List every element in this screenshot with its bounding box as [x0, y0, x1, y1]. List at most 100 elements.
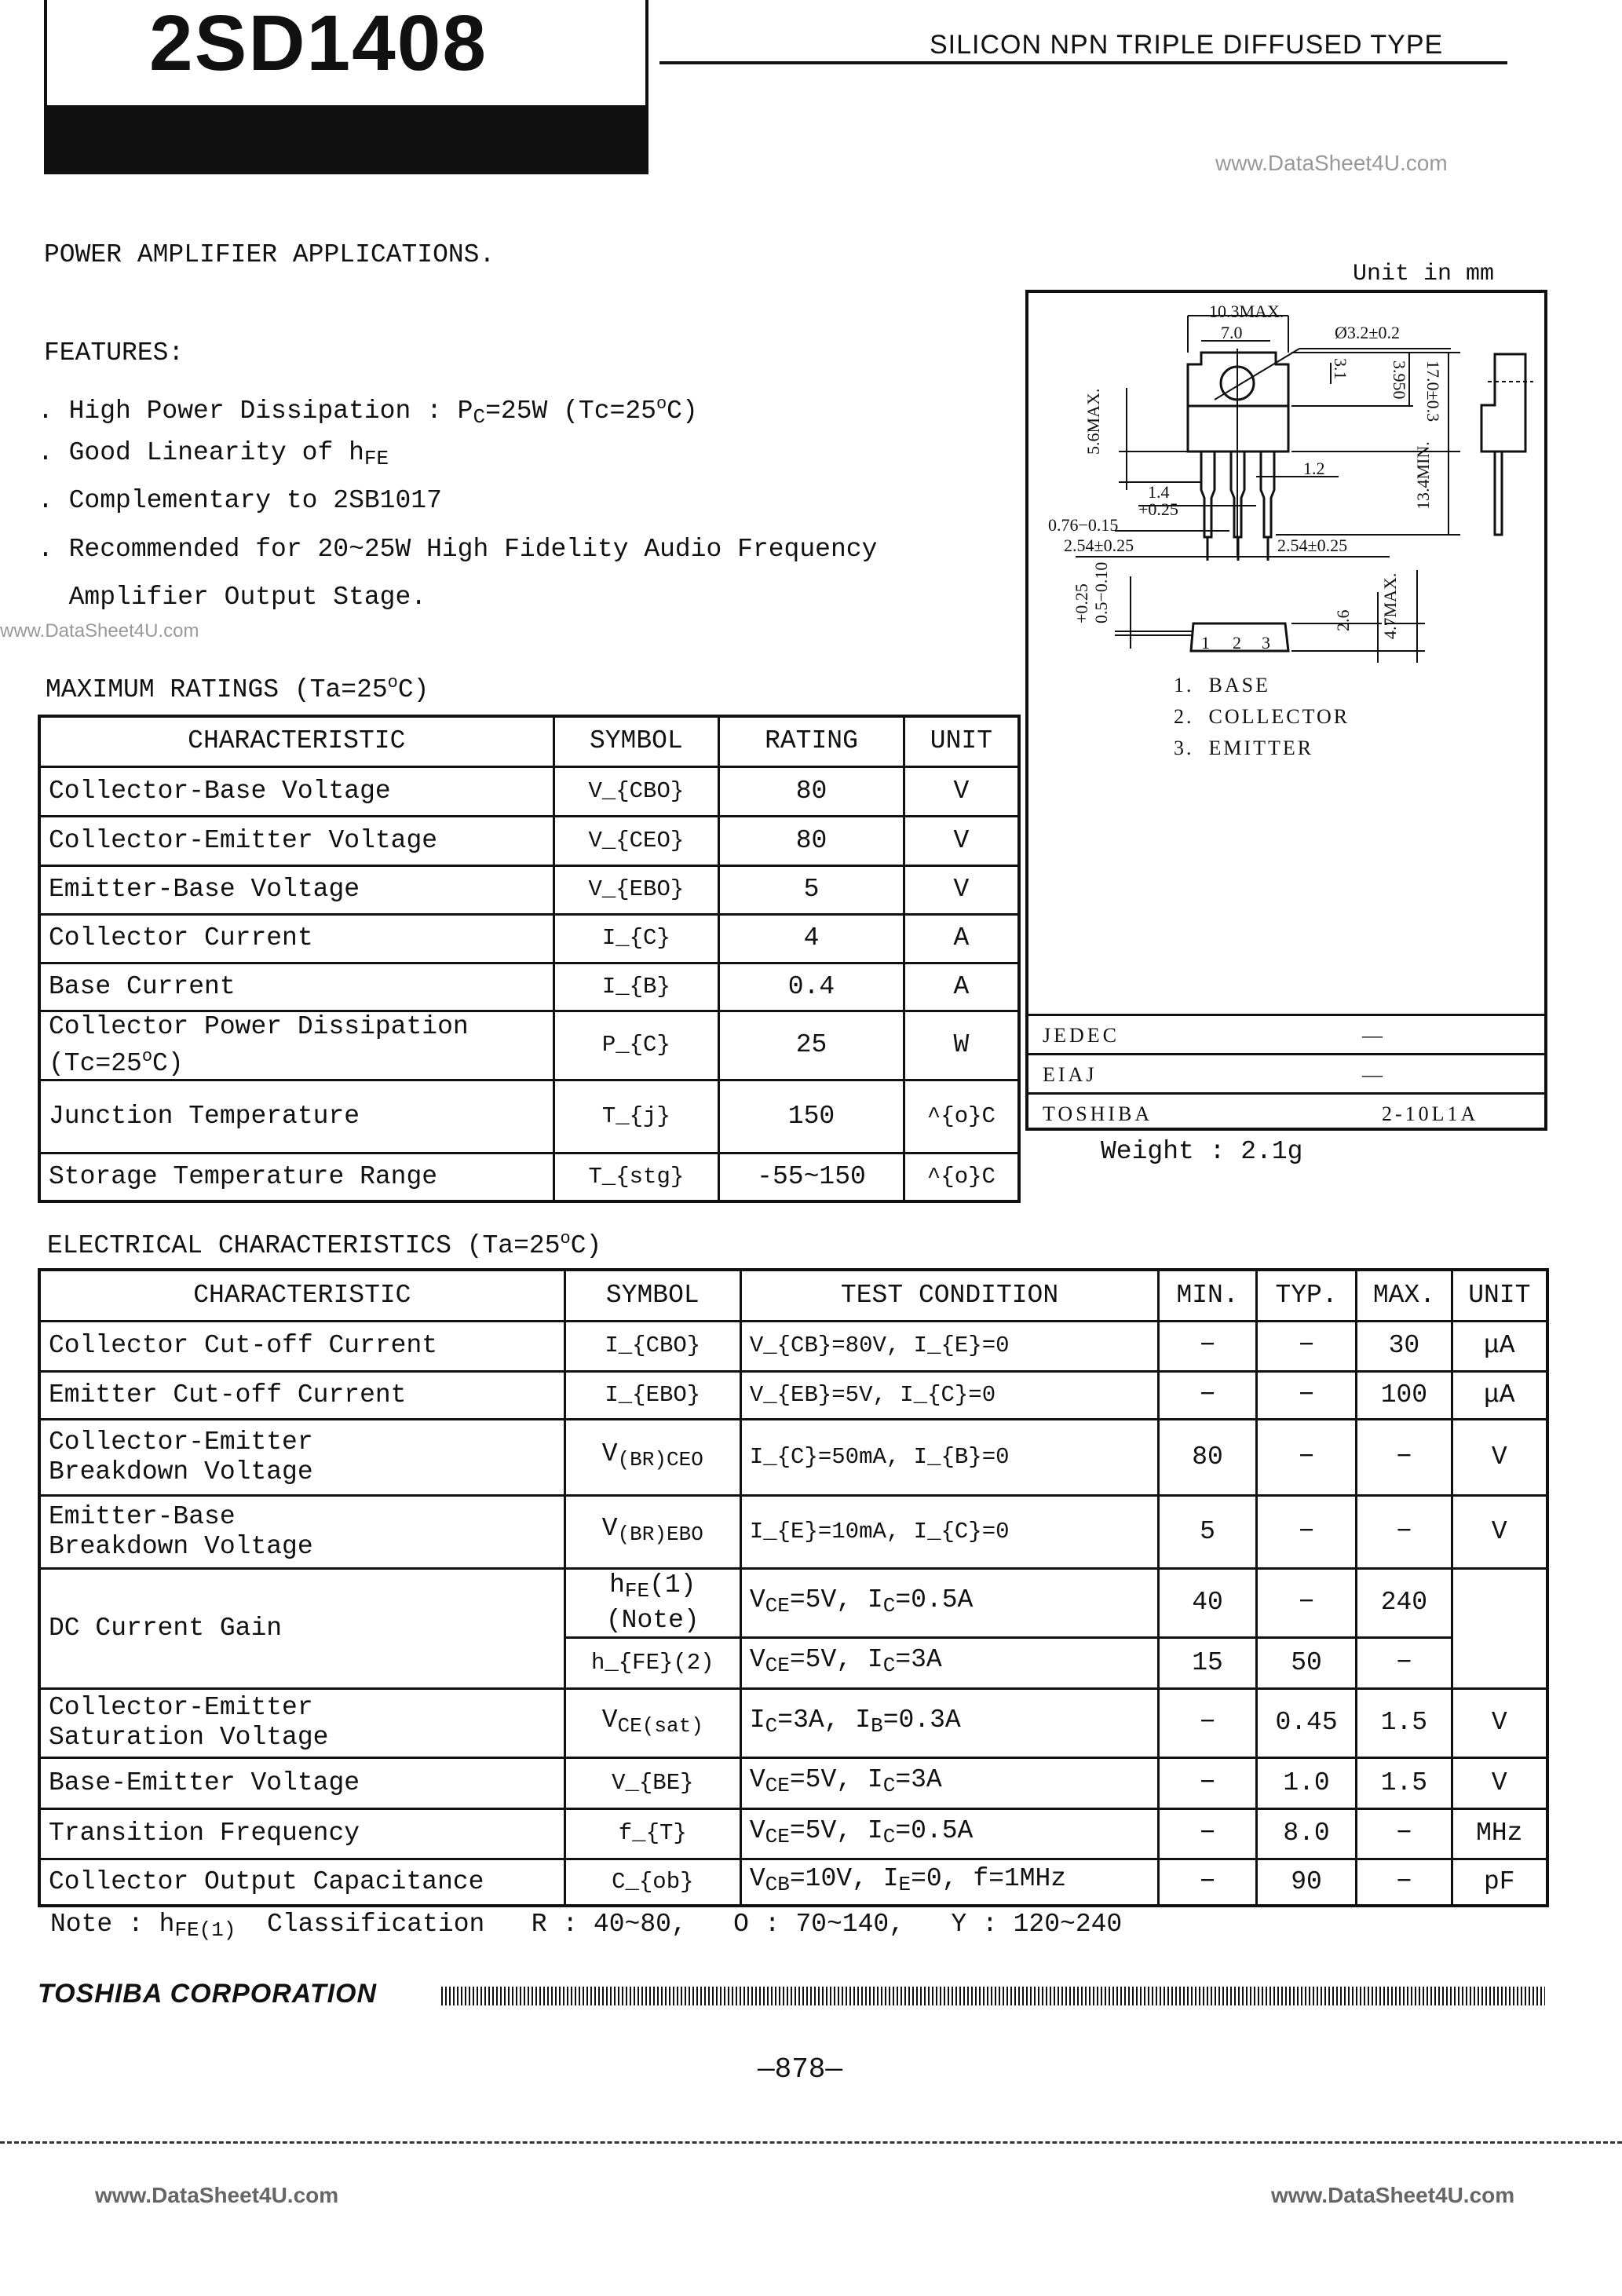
symbol-cell: V(BR)EBO: [563, 1493, 742, 1570]
pin-legend: 1. BASE 2. COLLECTOR 3. EMITTER: [1174, 670, 1350, 764]
package-standard-row: JEDEC —: [1028, 1014, 1544, 1055]
characteristic-cell: Transition Frequency: [38, 1807, 566, 1860]
characteristic-cell: Emitter-Base Breakdown Voltage: [38, 1493, 566, 1570]
characteristic-cell: Junction Temperature: [38, 1078, 555, 1154]
test-condition-cell: V_{EB}=5V, I_{C}=0: [739, 1369, 1160, 1420]
min-cell: 40: [1157, 1567, 1258, 1639]
table-row: Collector Cut-off Current I_{CBO} V_{CB}=8…: [38, 1319, 1549, 1373]
bottom-view: [1115, 570, 1425, 663]
part-number-box: [44, 0, 648, 174]
pin-label: 2. COLLECTOR: [1174, 705, 1350, 728]
page-divider: [0, 2141, 1622, 2144]
typ-cell: 1.0: [1255, 1756, 1358, 1810]
characteristic-cell: Collector-Emitter Breakdown Voltage: [38, 1417, 566, 1497]
typ-cell: 90: [1255, 1857, 1358, 1907]
symbol-cell: C_{ob}: [563, 1857, 742, 1907]
column-header: SYMBOL: [563, 1268, 742, 1322]
column-header: SYMBOL: [552, 715, 721, 768]
rating-cell: -55~150: [718, 1151, 905, 1203]
dimension-label: 4.7MAX.: [1380, 573, 1400, 639]
unit-cell: μA: [1450, 1319, 1549, 1373]
unit-cell: V: [1450, 1493, 1549, 1570]
unit-cell: V: [902, 814, 1021, 867]
dimension-lines: [1076, 315, 1460, 558]
unit-cell: ^{o}C: [902, 1078, 1021, 1154]
watermark-link[interactable]: www.DataSheet4U.com: [95, 2183, 339, 2207]
unit-cell: V: [1450, 1417, 1549, 1497]
test-condition-cell: IC=3A, IB=0.3A: [739, 1687, 1160, 1759]
electrical-title: ELECTRICAL CHARACTERISTICS (Ta=25oC): [47, 1229, 602, 1260]
unit-cell: [1450, 1567, 1549, 1690]
unit-cell: ^{o}C: [902, 1151, 1021, 1203]
typ-cell: −: [1255, 1493, 1358, 1570]
header-rule: [659, 61, 1507, 64]
symbol-cell: I_{EBO}: [563, 1369, 742, 1420]
symbol-cell: I_{CBO}: [563, 1319, 742, 1373]
characteristic-cell: Base-Emitter Voltage: [38, 1756, 566, 1810]
dimension-label: 2: [1233, 633, 1241, 653]
symbol-cell: I_{B}: [552, 961, 721, 1012]
min-cell: 80: [1157, 1417, 1258, 1497]
characteristic-cell: Collector-Emitter Saturation Voltage: [38, 1687, 566, 1759]
rating-cell: 80: [718, 814, 905, 867]
table-row: Emitter-Base Voltage V_{EBO} 5 V: [38, 864, 1021, 916]
symbol-cell: I_{C}: [552, 912, 721, 964]
features-title: FEATURES:: [44, 338, 184, 367]
table-row: Collector-Base Voltage V_{CBO} 80 V: [38, 765, 1021, 817]
test-condition-cell: VCE=5V, IC=0.5A: [739, 1807, 1160, 1860]
dimension-label: 5.6MAX.: [1083, 389, 1103, 455]
unit-cell: μA: [1450, 1369, 1549, 1420]
watermark-link[interactable]: www.DataSheet4U.com: [0, 620, 199, 642]
characteristic-cell: Collector Power Dissipation (Tc=25oC): [38, 1009, 555, 1081]
typ-cell: 0.45: [1255, 1687, 1358, 1759]
min-cell: −: [1157, 1369, 1258, 1420]
dimension-label: 10.3MAX.: [1209, 302, 1284, 321]
package-standard-row: EIAJ —: [1028, 1053, 1544, 1095]
characteristic-cell: Collector Output Capacitance: [38, 1857, 566, 1907]
characteristic-cell: Collector Current: [38, 912, 555, 964]
characteristic-cell: Collector-Base Voltage: [38, 765, 555, 817]
min-cell: −: [1157, 1756, 1258, 1810]
characteristic-cell: DC Current Gain: [38, 1567, 566, 1690]
feature-item: . High Power Dissipation : PC=25W (Tc=25…: [38, 394, 698, 429]
max-cell: 240: [1355, 1567, 1453, 1639]
header-row: CHARACTERISTIC SYMBOL TEST CONDITION MIN. TY…: [38, 1268, 1549, 1322]
test-condition-cell: VCE=5V, IC=3A: [739, 1756, 1160, 1810]
features-list: . High Power Dissipation : PC=25W (Tc=25…: [38, 386, 877, 628]
column-header: UNIT: [902, 715, 1021, 768]
symbol-cell: T_{stg}: [552, 1151, 721, 1203]
dimension-label: +0.25: [1072, 583, 1091, 623]
dimension-label: 3: [1262, 633, 1270, 653]
min-cell: −: [1157, 1857, 1258, 1907]
min-cell: 5: [1157, 1493, 1258, 1570]
side-view: [1480, 353, 1533, 536]
column-header: CHARACTERISTIC: [38, 715, 555, 768]
table-row: Collector-Emitter Saturation Voltage VCE(s…: [38, 1687, 1549, 1759]
electrical-characteristics-table: CHARACTERISTIC SYMBOL TEST CONDITION MIN. TY…: [38, 1268, 1549, 1907]
watermark-link[interactable]: www.DataSheet4U.com: [1215, 151, 1448, 175]
feature-item: Amplifier Output Stage.: [38, 583, 427, 612]
typ-cell: −: [1255, 1417, 1358, 1497]
max-ratings-title: MAXIMUM RATINGS (Ta=25oC): [46, 673, 429, 704]
test-condition-cell: I_{C}=50mA, I_{B}=0: [739, 1417, 1160, 1497]
max-cell: −: [1355, 1417, 1453, 1497]
symbol-cell: h_{FE}(2): [563, 1636, 742, 1690]
dimension-label: 3.1: [1331, 358, 1350, 380]
symbol-cell: P_{C}: [552, 1009, 721, 1081]
test-condition-cell: VCE=5V, IC=0.5A: [739, 1567, 1160, 1639]
table-row: Storage Temperature Range T_{stg} -55~150 ^…: [38, 1151, 1021, 1203]
feature-item: . Complementary to 2SB1017: [38, 486, 442, 515]
dimension-label: 0.76−0.15: [1048, 515, 1118, 535]
unit-cell: A: [902, 912, 1021, 964]
watermark-link[interactable]: www.DataSheet4U.com: [1271, 2183, 1515, 2207]
symbol-cell: V_{CBO}: [552, 765, 721, 817]
dimension-label: 3.950: [1390, 360, 1409, 400]
test-condition-cell: VCB=10V, IE=0, f=1MHz: [739, 1857, 1160, 1907]
characteristic-cell: Emitter Cut-off Current: [38, 1369, 566, 1420]
column-header: TEST CONDITION: [739, 1268, 1160, 1322]
page-number: —878—: [758, 2053, 843, 2086]
rating-cell: 5: [718, 864, 905, 916]
pin-label: 1. BASE: [1174, 674, 1270, 696]
max-cell: 30: [1355, 1319, 1453, 1373]
table-row: Collector-Emitter Breakdown Voltage V(BR)C…: [38, 1417, 1549, 1497]
